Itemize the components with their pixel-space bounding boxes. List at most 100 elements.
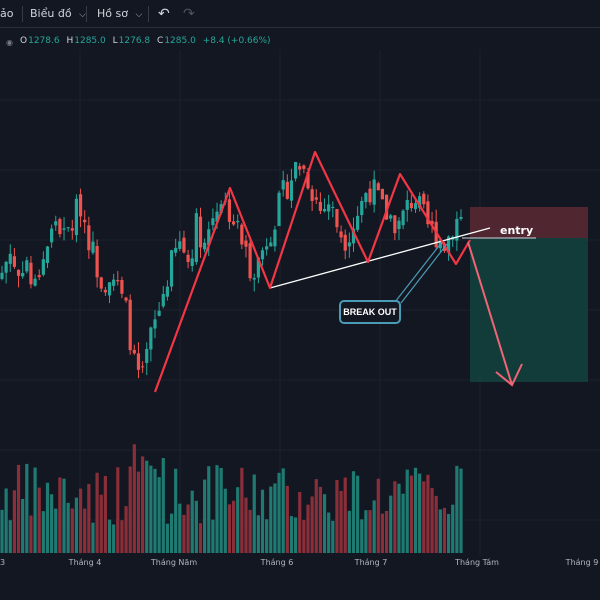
candle-body xyxy=(78,194,83,217)
toolbar-divider xyxy=(22,6,23,22)
volume-bar xyxy=(58,477,62,553)
candle-body xyxy=(66,227,70,229)
volume-bar xyxy=(397,483,401,553)
volume-bar xyxy=(157,477,161,553)
volume-bar xyxy=(83,508,87,553)
candle-body xyxy=(128,299,132,351)
take-profit-zone[interactable] xyxy=(470,238,588,382)
candle-body xyxy=(265,246,269,250)
low-key: L xyxy=(112,36,118,46)
candle-body xyxy=(306,172,310,189)
candle-body xyxy=(327,204,331,212)
volume-bar xyxy=(252,474,256,553)
volume-bar xyxy=(335,480,339,553)
volume-bar xyxy=(298,491,302,553)
volume-bar xyxy=(236,487,240,553)
breakout-label: BREAK OUT xyxy=(343,307,397,317)
x-label: Tháng 6 xyxy=(260,558,294,567)
volume-bar xyxy=(281,468,285,553)
volume-bar xyxy=(95,472,99,553)
volume-bar xyxy=(169,513,174,553)
candle-body xyxy=(343,234,347,251)
target-arrow[interactable] xyxy=(467,241,513,386)
candle-body xyxy=(298,166,302,170)
volume-bar xyxy=(140,456,145,553)
candle-body xyxy=(248,243,252,279)
visibility-dot-icon[interactable]: ◉ xyxy=(6,38,13,47)
volume-bars xyxy=(0,444,463,553)
x-label: Tháng 7 xyxy=(354,558,388,567)
candle-body xyxy=(281,180,285,190)
candle-body xyxy=(430,221,434,225)
volume-bar xyxy=(54,508,58,553)
chart-menu-button[interactable]: Biểu đồ ⌵ xyxy=(30,0,86,28)
volume-bar xyxy=(331,520,335,553)
breakout-pointer xyxy=(394,241,443,303)
chart-menu-label: Biểu đồ xyxy=(30,7,72,20)
volume-bar xyxy=(418,473,422,553)
x-label: 3 xyxy=(0,558,6,567)
candle-body xyxy=(153,319,157,329)
volume-bar xyxy=(25,463,29,553)
undo-icon[interactable]: ↶ xyxy=(158,6,170,22)
volume-bar xyxy=(256,515,260,553)
volume-bar xyxy=(384,510,389,553)
volume-bar xyxy=(198,523,203,553)
open-key: O xyxy=(20,36,28,46)
pattern-zigzag[interactable] xyxy=(153,150,471,393)
entry-label: entry xyxy=(500,224,533,237)
candle-body xyxy=(289,180,294,201)
neckline[interactable] xyxy=(269,227,491,289)
volume-bar xyxy=(194,500,198,553)
volume-bar xyxy=(244,497,248,553)
candle-body xyxy=(95,246,99,278)
volume-bar xyxy=(12,490,17,553)
candle-body xyxy=(58,219,62,235)
breakout-callout[interactable]: BREAK OUT xyxy=(339,300,401,324)
volume-bar xyxy=(37,487,41,553)
volume-bar xyxy=(289,516,294,553)
volume-bar xyxy=(174,468,178,553)
candle-body xyxy=(434,221,438,248)
profile-menu-button[interactable]: Hồ sơ ⌵ xyxy=(97,0,142,28)
candle-body xyxy=(211,218,215,226)
candle-body xyxy=(174,247,178,253)
candle-body xyxy=(293,162,298,179)
volume-bar xyxy=(343,477,347,553)
stop-loss-zone[interactable] xyxy=(470,207,588,238)
candle-body xyxy=(103,289,107,293)
volume-bar xyxy=(203,479,207,553)
price-chart[interactable]: entry xyxy=(0,28,600,558)
volume-bar xyxy=(4,488,8,553)
volume-bar xyxy=(74,497,79,553)
candle-body xyxy=(70,228,74,231)
volume-bar xyxy=(356,475,360,553)
volume-bar xyxy=(455,465,459,553)
volume-bar xyxy=(339,490,343,553)
candle-body xyxy=(446,236,451,253)
volume-bar xyxy=(128,466,132,553)
volume-bar xyxy=(306,504,310,553)
volume-bar xyxy=(405,469,409,553)
candle-body xyxy=(112,279,116,286)
volume-bar xyxy=(322,494,327,553)
volume-bar xyxy=(360,519,364,553)
redo-icon[interactable]: ↷ xyxy=(183,6,195,22)
candle-body xyxy=(422,193,426,205)
x-label: Tháng Năm xyxy=(150,558,198,567)
candle-body xyxy=(136,353,141,370)
candle-body xyxy=(318,201,323,211)
candle-body xyxy=(124,297,128,301)
candle-body xyxy=(145,348,149,363)
arrow-head-icon xyxy=(495,363,523,387)
volume-bar xyxy=(401,493,405,553)
candle-body xyxy=(132,349,136,354)
volume-bar xyxy=(190,490,194,553)
candle-body xyxy=(314,197,318,200)
partial-menu-label[interactable]: ảo xyxy=(0,7,14,20)
volume-bar xyxy=(426,474,430,553)
volume-bar xyxy=(182,514,186,553)
time-axis[interactable]: 3 Tháng 4 Tháng Năm Tháng 6 Tháng 7 Thán… xyxy=(0,556,600,572)
candle-body xyxy=(107,282,112,296)
volume-bar xyxy=(430,488,434,553)
